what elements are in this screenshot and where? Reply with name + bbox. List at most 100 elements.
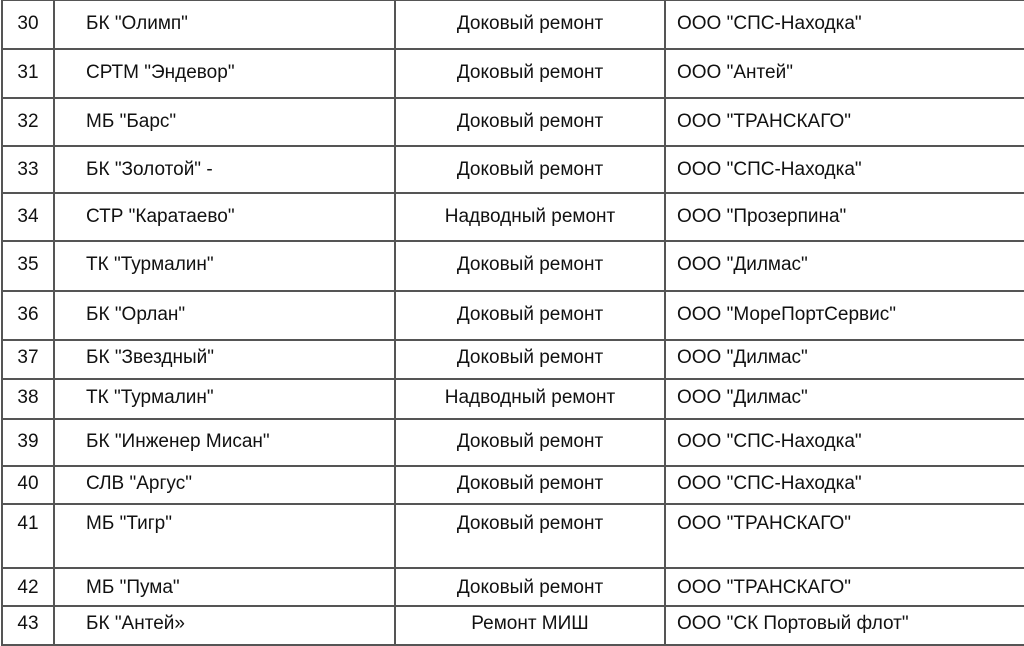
table-row: 35 ТК "Турмалин" Доковый ремонт ООО "Дилмас… (1, 240, 1024, 292)
work-type-cell: Доковый ремонт (394, 567, 666, 607)
vessel-name: МБ "Барс" (86, 111, 177, 132)
row-number: 34 (17, 206, 39, 227)
contractor-name-cell: ООО "СПС-Находка" (664, 465, 1024, 505)
row-number: 36 (17, 304, 39, 325)
work-type: Доковый ремонт (456, 159, 604, 180)
contractor-name-cell: ООО "Антей" (664, 48, 1024, 99)
row-number-cell: 38 (1, 378, 55, 420)
contractor-name-cell: ООО "ТРАНСКАГО" (664, 567, 1024, 607)
table-row: 38 ТК "Турмалин" Надводный ремонт ООО "Дилм… (1, 378, 1024, 420)
work-type: Доковый ремонт (456, 62, 604, 83)
work-type: Доковый ремонт (456, 13, 604, 34)
work-type-cell: Доковый ремонт (394, 145, 666, 194)
table-row: 41 МБ "Тигр" Доковый ремонт ООО "ТРАНСКАГО" (1, 503, 1024, 569)
contractor-name: ООО "ТРАНСКАГО" (677, 513, 851, 534)
vessel-name: БК "Золотой" - (86, 159, 213, 180)
vessel-name: БК "Инженер Мисан" (86, 431, 270, 452)
contractor-name-cell: ООО "Дилмас" (664, 240, 1024, 292)
vessel-name: СРТМ "Эндевор" (86, 62, 235, 83)
table-row: 31 СРТМ "Эндевор" Доковый ремонт ООО "Антей… (1, 48, 1024, 99)
contractor-name: ООО "СПС-Находка" (677, 473, 862, 494)
row-number-cell: 40 (1, 465, 55, 505)
row-number: 32 (17, 111, 39, 132)
vessel-name: СЛВ "Аргус" (86, 473, 192, 494)
work-type: Доковый ремонт (456, 513, 604, 534)
work-type-cell: Доковый ремонт (394, 240, 666, 292)
contractor-name: ООО "Антей" (677, 62, 793, 83)
contractor-name-cell: ООО "Дилмас" (664, 339, 1024, 380)
contractor-name-cell: ООО "СК Портовый флот" (664, 605, 1024, 646)
row-number-cell: 41 (1, 503, 55, 569)
row-number-cell: 39 (1, 418, 55, 467)
contractor-name: ООО "СПС-Находка" (677, 431, 862, 452)
vessel-name-cell: СРТМ "Эндевор" (53, 48, 396, 99)
row-number: 30 (17, 13, 39, 34)
vessel-name: МБ "Тигр" (86, 513, 172, 534)
row-number: 39 (17, 431, 39, 452)
work-type-cell: Доковый ремонт (394, 290, 666, 341)
table-row: 39 БК "Инженер Мисан" Доковый ремонт ООО "С… (1, 418, 1024, 467)
work-type: Доковый ремонт (456, 347, 604, 368)
table-row: 37 БК "Звездный" Доковый ремонт ООО "Дилмас… (1, 339, 1024, 380)
row-number: 31 (17, 62, 39, 83)
vessel-name: ТК "Турмалин" (86, 387, 214, 408)
contractor-name-cell: ООО "Дилмас" (664, 378, 1024, 420)
row-number-cell: 37 (1, 339, 55, 380)
vessel-name: БК "Олимп" (86, 13, 188, 34)
row-number-cell: 33 (1, 145, 55, 194)
table-row: 32 МБ "Барс" Доковый ремонт ООО "ТРАНСКАГО" (1, 97, 1024, 147)
table-row: 30 БК "Олимп" Доковый ремонт ООО "СПС-Наход… (1, 0, 1024, 50)
row-number-cell: 34 (1, 192, 55, 242)
work-type: Надводный ремонт (444, 206, 616, 227)
vessel-name-cell: СЛВ "Аргус" (53, 465, 396, 505)
work-type-cell: Надводный ремонт (394, 378, 666, 420)
work-type: Доковый ремонт (456, 254, 604, 275)
vessel-name: ТК "Турмалин" (86, 254, 214, 275)
work-type: Доковый ремонт (456, 111, 604, 132)
vessel-name-cell: МБ "Пума" (53, 567, 396, 607)
vessel-name-cell: МБ "Тигр" (53, 503, 396, 569)
vessel-name-cell: ТК "Турмалин" (53, 378, 396, 420)
row-number: 37 (17, 347, 39, 368)
contractor-name-cell: ООО "СПС-Находка" (664, 0, 1024, 50)
work-type-cell: Доковый ремонт (394, 97, 666, 147)
work-type-cell: Доковый ремонт (394, 503, 666, 569)
table-row: 42 МБ "Пума" Доковый ремонт ООО "ТРАНСКАГО" (1, 567, 1024, 607)
contractor-name: ООО "СПС-Находка" (677, 13, 862, 34)
vessel-name: МБ "Пума" (86, 577, 180, 598)
row-number-cell: 32 (1, 97, 55, 147)
work-type-cell: Ремонт МИШ (394, 605, 666, 646)
vessel-name: СТР "Каратаево" (86, 206, 235, 227)
work-type: Доковый ремонт (456, 431, 604, 452)
vessel-name: БК "Орлан" (86, 304, 186, 325)
work-type: Доковый ремонт (456, 577, 604, 598)
contractor-name: ООО "Прозерпина" (677, 206, 847, 227)
work-type-cell: Доковый ремонт (394, 465, 666, 505)
work-type-cell: Доковый ремонт (394, 418, 666, 467)
contractor-name-cell: ООО "СПС-Находка" (664, 418, 1024, 467)
row-number: 42 (17, 577, 39, 598)
contractor-name: ООО "МореПортСервис" (677, 304, 896, 325)
contractor-name-cell: ООО "СПС-Находка" (664, 145, 1024, 194)
row-number-cell: 42 (1, 567, 55, 607)
work-type: Доковый ремонт (456, 304, 604, 325)
contractor-name-cell: ООО "Прозерпина" (664, 192, 1024, 242)
vessel-name-cell: БК "Инженер Мисан" (53, 418, 396, 467)
row-number-cell: 43 (1, 605, 55, 646)
work-type-cell: Доковый ремонт (394, 48, 666, 99)
contractor-name-cell: ООО "ТРАНСКАГО" (664, 503, 1024, 569)
contractor-name-cell: ООО "ТРАНСКАГО" (664, 97, 1024, 147)
row-number-cell: 30 (1, 0, 55, 50)
table-row: 40 СЛВ "Аргус" Доковый ремонт ООО "СПС-Нахо… (1, 465, 1024, 505)
vessel-name-cell: БК "Звездный" (53, 339, 396, 380)
contractor-name: ООО "Дилмас" (677, 347, 808, 368)
vessel-name: БК "Антей» (86, 613, 185, 634)
contractor-name: ООО "ТРАНСКАГО" (677, 111, 851, 132)
vessel-name-cell: ТК "Турмалин" (53, 240, 396, 292)
work-type: Доковый ремонт (456, 473, 604, 494)
table-row: 33 БК "Золотой" - Доковый ремонт ООО "СПС-Н… (1, 145, 1024, 194)
vessel-name-cell: БК "Олимп" (53, 0, 396, 50)
vessel-name-cell: СТР "Каратаево" (53, 192, 396, 242)
table-row: 36 БК "Орлан" Доковый ремонт ООО "МореПортС… (1, 290, 1024, 341)
